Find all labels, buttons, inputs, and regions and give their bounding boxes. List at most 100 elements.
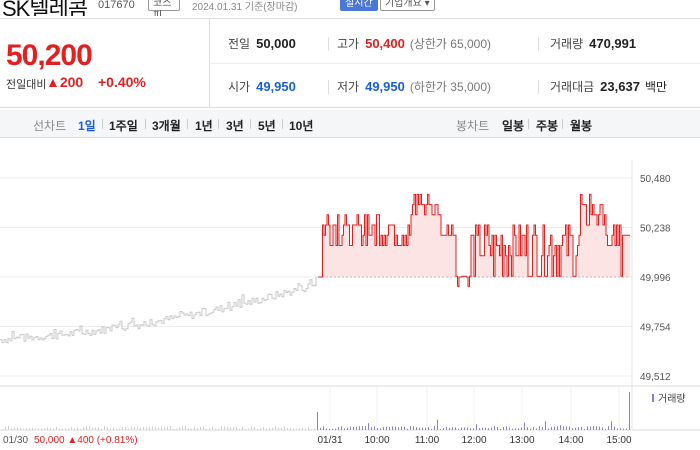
tab-monthly-candle[interactable]: 월봉: [570, 119, 593, 133]
volume-bar: [539, 426, 540, 430]
tab-daily-candle[interactable]: 일봉: [502, 119, 525, 133]
volume-bar: [56, 426, 57, 430]
x-tick-label: 15:00: [606, 435, 631, 446]
tab-weekly-candle[interactable]: 주봉: [536, 119, 559, 133]
tab-5y[interactable]: 5년: [258, 119, 276, 133]
volume-bar: [44, 428, 45, 430]
volume-bar: [278, 427, 279, 430]
volume-bar: [491, 427, 492, 430]
volume-bar: [26, 427, 27, 430]
volume-bar: [620, 428, 621, 430]
volume-bar: [344, 428, 345, 430]
volume-bar: [236, 426, 237, 430]
volume-bar: [308, 427, 309, 430]
volume-bar: [542, 427, 543, 430]
volume-bar: [503, 426, 504, 430]
volume-bar: [524, 422, 525, 430]
volume-bar: [116, 428, 117, 430]
volume-bar: [38, 428, 39, 430]
tab-divider: [102, 119, 103, 129]
stock-name: SK텔레콤: [2, 0, 88, 16]
y-tick-label: 49,996: [640, 273, 671, 284]
volume-bar: [317, 412, 318, 430]
volume-bar: [263, 427, 264, 430]
volume-bar: [380, 428, 381, 430]
volume-bar: [107, 427, 108, 430]
volume-bar: [395, 426, 396, 430]
volume-bar: [188, 428, 189, 430]
tab-1d[interactable]: 1일: [78, 119, 96, 133]
volume-bar: [254, 426, 255, 430]
volume-bar: [536, 428, 537, 430]
volume-bar: [35, 428, 36, 430]
volume-bar: [62, 428, 63, 430]
volume-bar: [176, 428, 177, 430]
volume-legend-swatch: [652, 394, 654, 402]
volume-bar: [518, 428, 519, 430]
tab-1w[interactable]: 1주일: [109, 119, 138, 133]
volume-bar: [302, 427, 303, 430]
volume-bar: [512, 428, 513, 430]
tab-10y[interactable]: 10년: [289, 119, 314, 133]
volume-bar: [629, 392, 630, 430]
volume-bar: [560, 425, 561, 430]
company-overview-dropdown[interactable]: 기업개요 ▾: [380, 0, 435, 11]
date-text: 2024.01.31 기준(장마감): [192, 2, 298, 13]
volume-bar: [449, 428, 450, 430]
volume-bar: [185, 426, 186, 430]
volume-bar: [434, 426, 435, 430]
tab-3m[interactable]: 3개월: [152, 119, 181, 133]
volume-bar: [341, 426, 342, 430]
volume-bar: [206, 428, 207, 430]
trade-value-cell: 거래대금 23,637 백만: [550, 77, 667, 97]
volume-bar: [152, 426, 153, 430]
volume-legend-label: 거래량: [658, 393, 686, 405]
volume-bar: [170, 426, 171, 430]
tab-3y[interactable]: 3년: [226, 119, 244, 133]
volume-bar: [275, 426, 276, 430]
volume-bar: [164, 426, 165, 430]
volume-bar: [14, 427, 15, 430]
tab-1y[interactable]: 1년: [195, 119, 213, 133]
volume-bar: [587, 426, 588, 430]
volume-bar: [86, 426, 87, 430]
volume-bar: [41, 428, 42, 430]
prev-close-value: 50,000: [256, 36, 296, 51]
volume-bar: [401, 426, 402, 430]
volume-bar: [182, 426, 183, 430]
volume-bar: [437, 419, 438, 430]
volume-bar: [416, 427, 417, 430]
tab-divider: [218, 119, 219, 129]
trade-value-label: 거래대금: [550, 80, 595, 94]
volume-bar: [455, 427, 456, 430]
volume-bar: [488, 428, 489, 430]
volume-bar: [626, 428, 627, 430]
y-tick-label: 50,480: [640, 174, 671, 185]
volume-bar: [212, 426, 213, 430]
volume-bar: [473, 428, 474, 430]
volume-bar: [428, 426, 429, 430]
volume-bar: [446, 426, 447, 430]
volume-bar: [311, 428, 312, 430]
volume-bar: [521, 427, 522, 430]
price-chart: 50,480 50,238 49,996 49,754 49,512 01/31 10:00…: [0, 140, 700, 450]
volume-bar: [23, 428, 24, 430]
volume-bar: [92, 427, 93, 430]
price-chart-svg: 50,480 50,238 49,996 49,754 49,512 01/31 10:00…: [0, 160, 700, 446]
prev-day-summary: 50,000 ▲400 (+0.81%): [34, 435, 138, 446]
volume-bar: [11, 428, 12, 430]
volume-bar: [590, 426, 591, 430]
volume-cell: 거래량 470,991: [550, 34, 636, 54]
volume-bar: [338, 427, 339, 430]
volume-bar: [47, 427, 48, 430]
trade-value-unit: 백만: [644, 80, 668, 94]
volume-bar: [125, 427, 126, 430]
volume-bar: [443, 428, 444, 430]
volume-bar: [80, 428, 81, 430]
volume-bar: [149, 426, 150, 430]
trade-value: 23,637: [600, 79, 640, 94]
realtime-button[interactable]: 실시간: [340, 0, 378, 11]
prev-day-label: 01/30: [3, 435, 28, 446]
volume-bar: [359, 426, 360, 430]
volume-bar: [467, 427, 468, 430]
